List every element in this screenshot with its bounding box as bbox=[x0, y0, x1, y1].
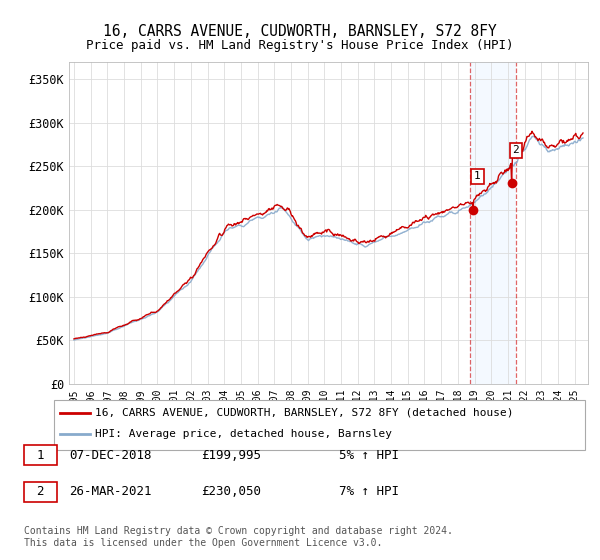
Text: £230,050: £230,050 bbox=[201, 485, 261, 498]
Bar bbox=[470, 62, 516, 384]
Text: 16, CARRS AVENUE, CUDWORTH, BARNSLEY, S72 8FY (detached house): 16, CARRS AVENUE, CUDWORTH, BARNSLEY, S7… bbox=[95, 408, 513, 418]
Text: 26-MAR-2021: 26-MAR-2021 bbox=[69, 485, 151, 498]
Text: 7% ↑ HPI: 7% ↑ HPI bbox=[339, 485, 399, 498]
Text: 16, CARRS AVENUE, CUDWORTH, BARNSLEY, S72 8FY: 16, CARRS AVENUE, CUDWORTH, BARNSLEY, S7… bbox=[103, 24, 497, 39]
Text: 1: 1 bbox=[37, 449, 44, 462]
Text: 2: 2 bbox=[37, 485, 44, 498]
Text: 1: 1 bbox=[474, 171, 481, 181]
Text: £199,995: £199,995 bbox=[201, 449, 261, 462]
Text: 07-DEC-2018: 07-DEC-2018 bbox=[69, 449, 151, 462]
Text: 5% ↑ HPI: 5% ↑ HPI bbox=[339, 449, 399, 462]
Text: 2: 2 bbox=[512, 146, 519, 155]
Text: HPI: Average price, detached house, Barnsley: HPI: Average price, detached house, Barn… bbox=[95, 429, 392, 439]
Text: Contains HM Land Registry data © Crown copyright and database right 2024.
This d: Contains HM Land Registry data © Crown c… bbox=[24, 526, 453, 548]
Text: Price paid vs. HM Land Registry's House Price Index (HPI): Price paid vs. HM Land Registry's House … bbox=[86, 39, 514, 52]
